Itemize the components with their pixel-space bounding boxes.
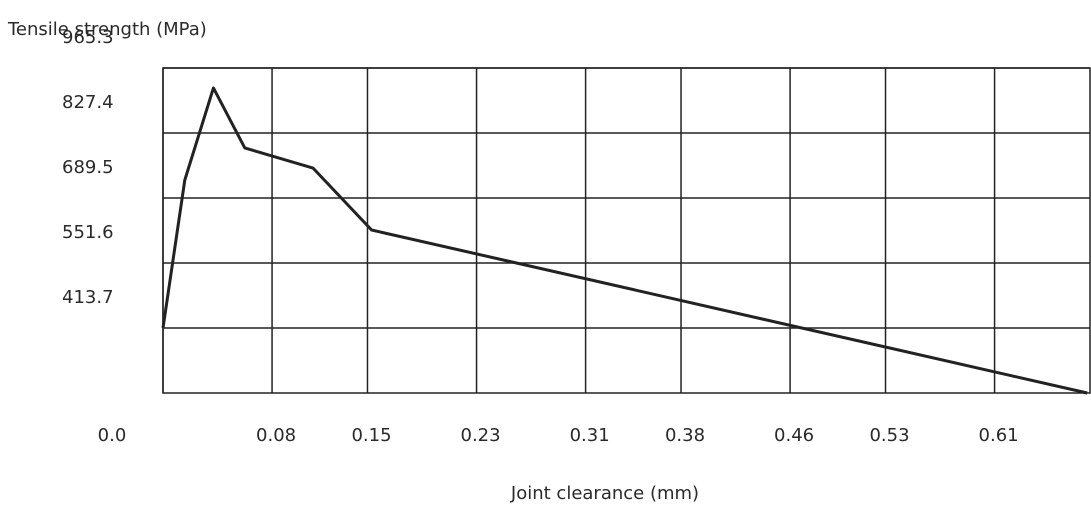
x-tick-label: 0.0 [98,425,127,446]
x-tick-label: 0.46 [774,425,814,446]
plot-frame [163,68,1090,393]
x-tick-label: 0.61 [979,425,1019,446]
x-axis-label: Joint clearance (mm) [510,483,699,504]
y-tick-label: 827.4 [62,92,114,113]
x-tick-label: 0.53 [869,425,909,446]
x-tick-label: 0.08 [256,425,296,446]
y-tick-label: 413.7 [62,287,114,308]
y-tick-label: 965.3 [62,27,114,48]
x-tick-label: 0.23 [461,425,501,446]
x-tick-label: 0.15 [351,425,391,446]
x-tick-label: 0.38 [665,425,705,446]
x-tick-label: 0.31 [570,425,610,446]
y-tick-label: 551.6 [62,222,114,243]
y-tick-label: 689.5 [62,157,114,178]
chart: Tensile strength (MPa) Joint clearance (… [0,0,1091,507]
